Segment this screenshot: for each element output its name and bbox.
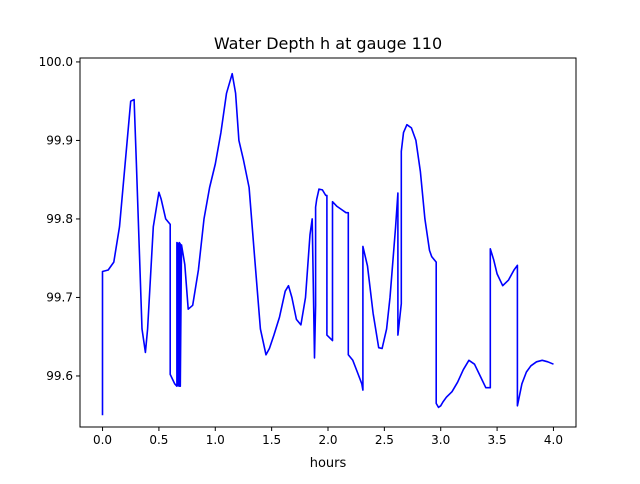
- plot-area: 0.0 0.5 1.0 1.5 2.0 2.5 3.0 3.5 4.0 99.6 99.7 99.8 9…: [39, 55, 577, 447]
- y-tick-label: 100.0: [39, 55, 73, 69]
- x-tick-label: 2.0: [318, 433, 337, 447]
- x-tick-label: 4.0: [544, 433, 563, 447]
- y-tick-label: 99.6: [46, 369, 73, 383]
- y-tick-label: 99.7: [46, 290, 73, 304]
- x-axis-label: hours: [310, 456, 347, 471]
- y-tick-label: 99.9: [46, 133, 73, 147]
- x-tick-label: 0.0: [93, 433, 112, 447]
- x-tick-label: 3.0: [431, 433, 450, 447]
- y-tick-label: 99.8: [46, 212, 73, 226]
- series-line-0: [101, 72, 554, 416]
- x-tick-label: 2.5: [375, 433, 394, 447]
- x-tick-label: 1.5: [262, 433, 281, 447]
- x-tick-label: 1.0: [206, 433, 225, 447]
- x-tick-label: 0.5: [149, 433, 168, 447]
- x-tick-label: 3.5: [488, 433, 507, 447]
- chart-title: Water Depth h at gauge 110: [214, 34, 442, 53]
